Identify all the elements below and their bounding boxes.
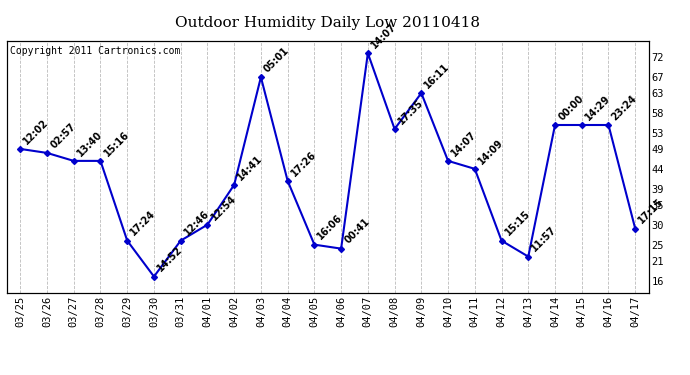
Text: 16:11: 16:11 bbox=[423, 62, 452, 90]
Text: 14:52: 14:52 bbox=[155, 245, 184, 274]
Text: 12:54: 12:54 bbox=[209, 193, 238, 222]
Text: 13:40: 13:40 bbox=[75, 129, 104, 158]
Text: 14:29: 14:29 bbox=[583, 93, 612, 122]
Text: 12:02: 12:02 bbox=[21, 117, 50, 146]
Text: 23:24: 23:24 bbox=[610, 93, 639, 122]
Text: 02:57: 02:57 bbox=[48, 121, 77, 150]
Text: 12:46: 12:46 bbox=[182, 209, 211, 238]
Text: Outdoor Humidity Daily Low 20110418: Outdoor Humidity Daily Low 20110418 bbox=[175, 15, 480, 30]
Text: 05:01: 05:01 bbox=[262, 45, 291, 74]
Text: 16:06: 16:06 bbox=[316, 213, 345, 242]
Text: 00:00: 00:00 bbox=[556, 93, 585, 122]
Text: 14:41: 14:41 bbox=[235, 153, 264, 182]
Text: 17:26: 17:26 bbox=[289, 149, 318, 178]
Text: 17:35: 17:35 bbox=[396, 97, 425, 126]
Text: 17:15: 17:15 bbox=[637, 197, 666, 226]
Text: 15:15: 15:15 bbox=[503, 209, 532, 238]
Text: 17:24: 17:24 bbox=[128, 209, 157, 238]
Text: 11:57: 11:57 bbox=[530, 225, 559, 254]
Text: 14:07: 14:07 bbox=[369, 21, 398, 50]
Text: 15:16: 15:16 bbox=[102, 129, 131, 158]
Text: 14:09: 14:09 bbox=[476, 137, 505, 166]
Text: 14:07: 14:07 bbox=[449, 129, 478, 158]
Text: 00:41: 00:41 bbox=[342, 217, 371, 246]
Text: Copyright 2011 Cartronics.com: Copyright 2011 Cartronics.com bbox=[10, 46, 181, 56]
